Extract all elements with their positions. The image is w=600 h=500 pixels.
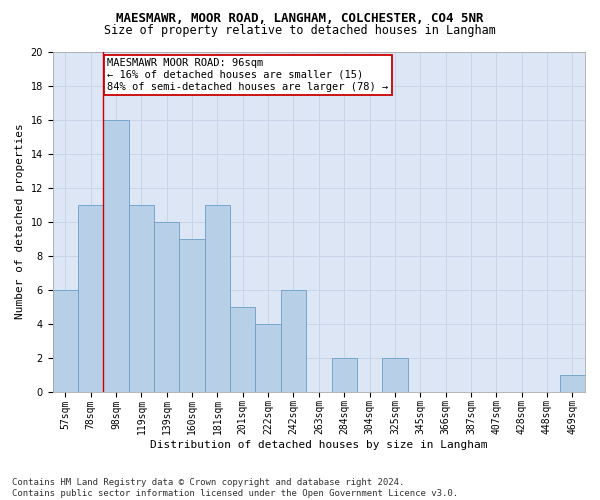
Bar <box>205 204 230 392</box>
Text: MAESMAWR, MOOR ROAD, LANGHAM, COLCHESTER, CO4 5NR: MAESMAWR, MOOR ROAD, LANGHAM, COLCHESTER… <box>116 12 484 26</box>
X-axis label: Distribution of detached houses by size in Langham: Distribution of detached houses by size … <box>150 440 488 450</box>
Bar <box>78 204 103 392</box>
Bar <box>256 324 281 392</box>
Bar <box>129 204 154 392</box>
Bar <box>560 374 585 392</box>
Bar <box>382 358 407 392</box>
Text: MAESMAWR MOOR ROAD: 96sqm
← 16% of detached houses are smaller (15)
84% of semi-: MAESMAWR MOOR ROAD: 96sqm ← 16% of detac… <box>107 58 388 92</box>
Y-axis label: Number of detached properties: Number of detached properties <box>15 124 25 320</box>
Text: Contains HM Land Registry data © Crown copyright and database right 2024.
Contai: Contains HM Land Registry data © Crown c… <box>12 478 458 498</box>
Bar <box>230 306 256 392</box>
Bar <box>332 358 357 392</box>
Bar <box>154 222 179 392</box>
Text: Size of property relative to detached houses in Langham: Size of property relative to detached ho… <box>104 24 496 37</box>
Bar <box>103 120 129 392</box>
Bar <box>281 290 306 392</box>
Bar <box>53 290 78 392</box>
Bar <box>179 238 205 392</box>
